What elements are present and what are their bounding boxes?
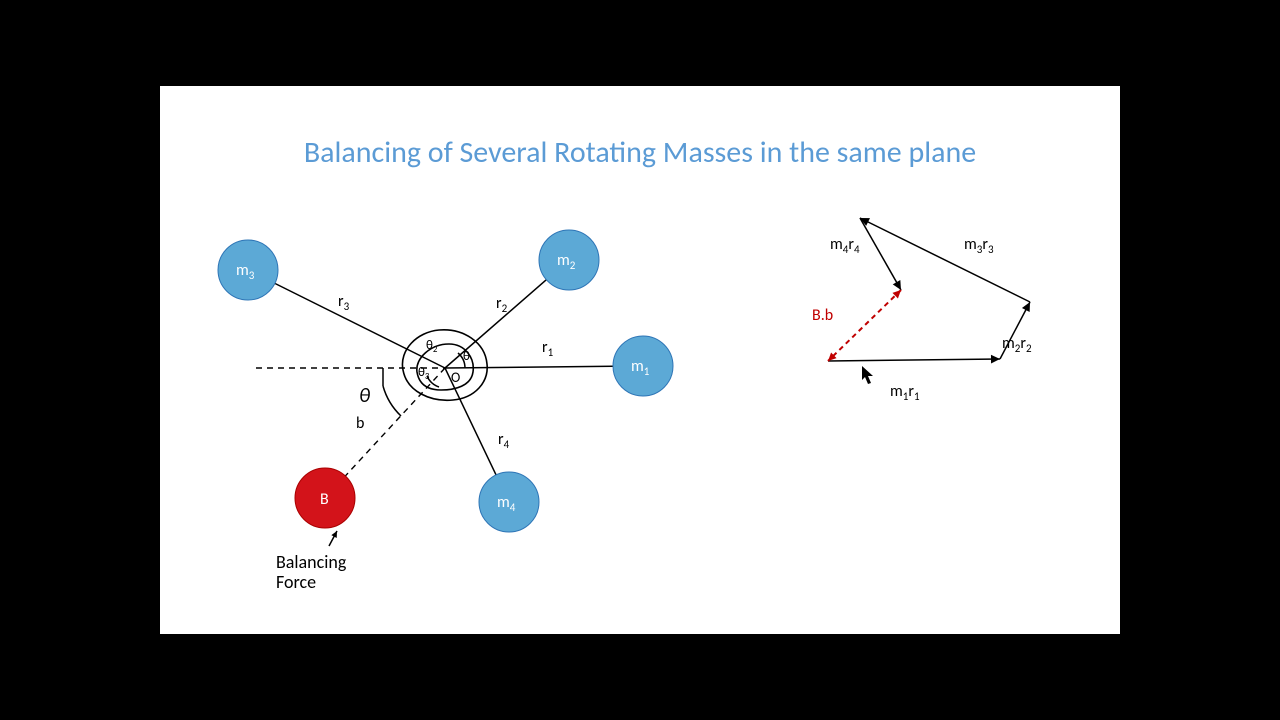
svg-text:r3: r3 xyxy=(338,292,350,313)
svg-text:m1r1: m1r1 xyxy=(890,382,920,403)
svg-text:b: b xyxy=(356,414,364,433)
svg-text:Balancing: Balancing xyxy=(276,551,347,573)
svg-text:B: B xyxy=(320,490,329,509)
svg-text:θ: θ xyxy=(359,384,370,408)
svg-text:r2: r2 xyxy=(496,294,508,315)
svg-text:r4: r4 xyxy=(498,430,510,451)
svg-text:θ2: θ2 xyxy=(426,338,438,355)
svg-text:m3r3: m3r3 xyxy=(964,235,994,256)
svg-text:m4r4: m4r4 xyxy=(830,235,860,256)
diagram-svg: m1r1m2r2m3r3m4r4BbBalancingForceOθθ2θ3θB… xyxy=(0,0,1280,720)
svg-text:θ3: θ3 xyxy=(418,365,430,382)
svg-text:m2r2: m2r2 xyxy=(1002,334,1032,355)
svg-text:O: O xyxy=(451,369,460,386)
cursor-icon xyxy=(862,366,873,384)
svg-text:θ: θ xyxy=(463,349,470,364)
svg-text:B.b: B.b xyxy=(812,306,833,325)
svg-text:r1: r1 xyxy=(542,338,554,359)
slide: Balancing of Several Rotating Masses in … xyxy=(160,86,1120,634)
svg-text:Force: Force xyxy=(276,571,316,593)
